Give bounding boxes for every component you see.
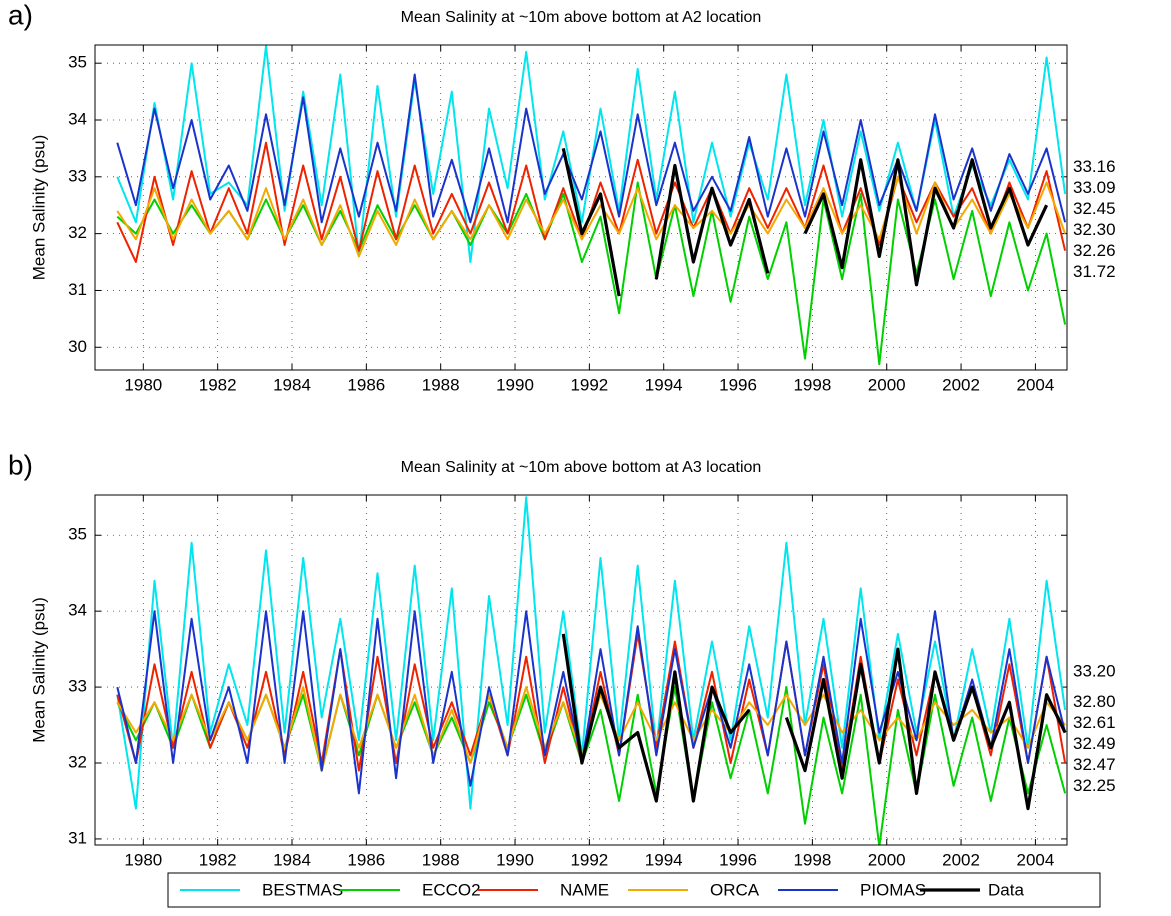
- end-label: 32.61: [1073, 713, 1116, 732]
- y-tick-label: 30: [68, 337, 87, 356]
- x-tick-label: 1984: [273, 850, 311, 869]
- x-tick-label: 1988: [422, 375, 460, 394]
- end-label: 33.16: [1073, 157, 1116, 176]
- x-tick-label: 1998: [793, 375, 831, 394]
- x-tick-label: 1986: [347, 375, 385, 394]
- x-tick-label: 1982: [199, 375, 237, 394]
- x-tick-label: 2004: [1016, 375, 1054, 394]
- end-label: 33.20: [1073, 661, 1116, 680]
- plot-frame: [94, 494, 1068, 846]
- end-label: 32.25: [1073, 776, 1116, 795]
- legend-label: Data: [988, 880, 1024, 899]
- x-tick-label: 1994: [645, 850, 683, 869]
- x-tick-label: 1992: [570, 375, 608, 394]
- y-tick-label: 31: [68, 280, 87, 299]
- y-tick-label: 32: [68, 752, 87, 771]
- x-tick-label: 1986: [347, 850, 385, 869]
- end-label: 31.72: [1073, 262, 1116, 281]
- y-tick-label: 35: [68, 53, 87, 72]
- y-tick-label: 31: [68, 828, 87, 847]
- x-tick-label: 1994: [645, 375, 683, 394]
- y-tick-label: 34: [68, 601, 87, 620]
- x-tick-label: 1984: [273, 375, 311, 394]
- plot-frame: [94, 44, 1068, 371]
- y-tick-label: 35: [68, 525, 87, 544]
- legend-label: PIOMAS: [860, 880, 926, 899]
- series-line: [116, 181, 1067, 366]
- panel-label: a): [8, 0, 33, 30]
- x-tick-label: 2000: [868, 850, 906, 869]
- y-axis-label: Mean Salinity (psu): [29, 135, 48, 281]
- x-tick-label: 1990: [496, 375, 534, 394]
- panel-label: b): [8, 449, 33, 480]
- end-label: 32.45: [1073, 199, 1116, 218]
- end-label: 32.26: [1073, 241, 1116, 260]
- series-line: [116, 496, 1067, 810]
- x-tick-label: 2002: [942, 850, 980, 869]
- series-line: [116, 73, 1067, 224]
- x-tick-label: 1980: [124, 375, 162, 394]
- series-line: [116, 175, 1067, 258]
- y-tick-label: 32: [68, 223, 87, 242]
- series-line: [116, 610, 1067, 795]
- y-tick-label: 33: [68, 677, 87, 696]
- y-tick-label: 33: [68, 166, 87, 185]
- x-tick-label: 1996: [719, 850, 757, 869]
- series-line: [561, 148, 1049, 297]
- legend-label: NAME: [560, 880, 609, 899]
- plot-area: [116, 45, 1067, 366]
- x-tick-label: 2002: [942, 375, 980, 394]
- y-tick-label: 34: [68, 109, 87, 128]
- chart-title: Mean Salinity at ~10m above bottom at A2…: [401, 9, 762, 26]
- series-line: [116, 45, 1067, 263]
- series-line: [561, 633, 1067, 811]
- end-label: 33.09: [1073, 178, 1116, 197]
- end-label: 32.80: [1073, 692, 1116, 711]
- x-tick-label: 1996: [719, 375, 757, 394]
- x-tick-label: 2000: [868, 375, 906, 394]
- end-label: 32.30: [1073, 220, 1116, 239]
- chart-title: Mean Salinity at ~10m above bottom at A3…: [401, 459, 762, 476]
- plot-area: [116, 496, 1067, 845]
- end-label: 32.47: [1073, 755, 1116, 774]
- y-axis-label: Mean Salinity (psu): [29, 597, 48, 743]
- x-tick-label: 2004: [1016, 850, 1054, 869]
- x-tick-label: 1992: [570, 850, 608, 869]
- x-tick-label: 1990: [496, 850, 534, 869]
- legend: BESTMAS ECCO2 NAME ORCA PIOMAS Data: [167, 872, 1101, 908]
- legend-label: BESTMAS: [262, 880, 343, 899]
- x-tick-label: 1982: [199, 850, 237, 869]
- end-label: 32.49: [1073, 734, 1116, 753]
- legend-label: ECCO2: [422, 880, 481, 899]
- x-tick-label: 1980: [124, 850, 162, 869]
- x-tick-label: 1998: [793, 850, 831, 869]
- legend-label: ORCA: [710, 880, 760, 899]
- x-tick-label: 1988: [422, 850, 460, 869]
